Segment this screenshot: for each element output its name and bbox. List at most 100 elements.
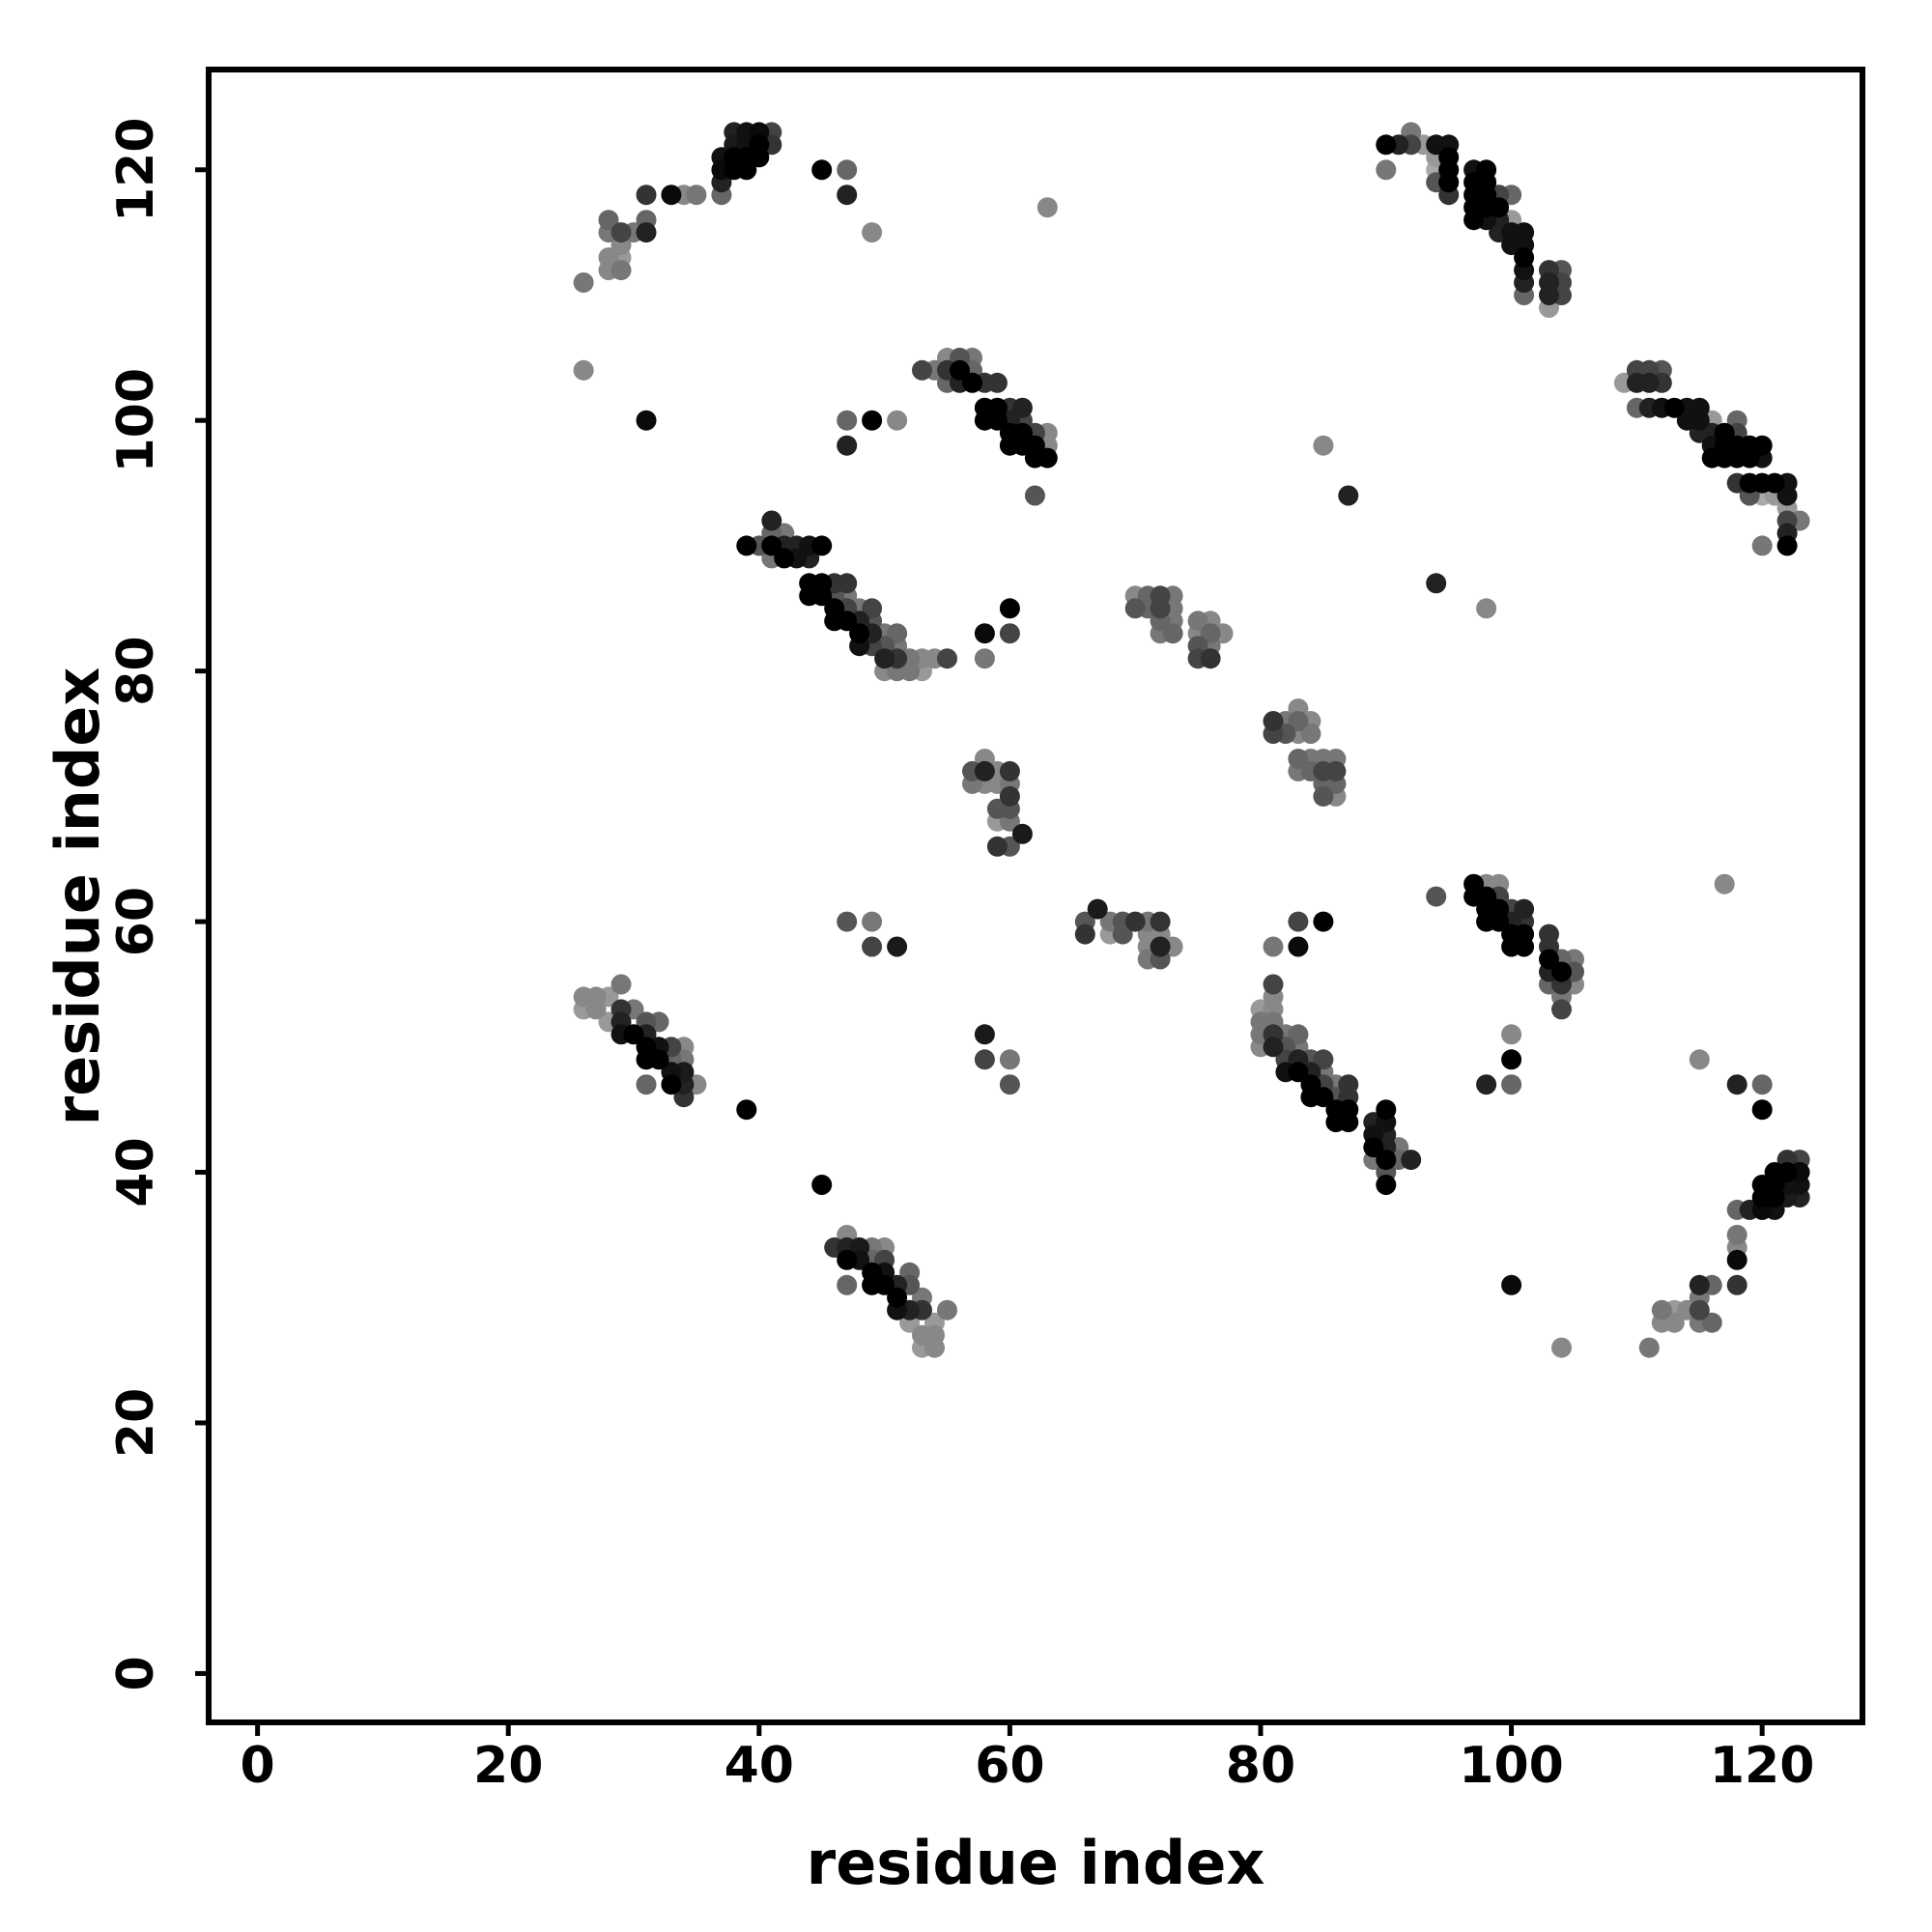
- data-point: [1376, 1175, 1397, 1195]
- data-point: [811, 585, 833, 607]
- data-point: [862, 598, 883, 619]
- y-tick-label: 40: [107, 1137, 165, 1207]
- data-point: [986, 410, 1008, 431]
- data-point: [736, 1099, 757, 1121]
- data-point: [661, 1074, 682, 1095]
- data-point: [1489, 197, 1510, 218]
- data-point: [837, 185, 858, 206]
- data-point: [1539, 923, 1559, 945]
- data-point: [837, 435, 858, 456]
- data-point: [1476, 598, 1497, 619]
- data-point: [761, 535, 782, 556]
- data-point: [1313, 435, 1334, 456]
- data-point: [862, 1262, 883, 1283]
- data-point: [598, 210, 619, 231]
- y-axis-tick-labels: 0 20 40 60 80 100 120: [107, 118, 165, 1691]
- data-point: [1376, 1099, 1397, 1121]
- x-tick-label: 120: [1710, 1737, 1815, 1795]
- data-point: [1150, 598, 1171, 619]
- data-point: [1037, 447, 1058, 469]
- data-point: [837, 1274, 858, 1295]
- data-point: [1501, 1274, 1522, 1295]
- data-point: [1263, 936, 1284, 957]
- data-point: [636, 410, 657, 431]
- data-point: [636, 1074, 657, 1095]
- data-point: [974, 1024, 995, 1045]
- data-point: [1124, 598, 1146, 619]
- data-point: [887, 623, 908, 644]
- data-point: [573, 359, 594, 381]
- data-point: [999, 760, 1020, 781]
- data-point: [849, 623, 870, 644]
- data-point: [1150, 936, 1171, 957]
- data-point: [974, 648, 995, 669]
- data-point: [636, 222, 657, 243]
- data-point: [999, 785, 1020, 807]
- x-tick-label: 40: [724, 1737, 794, 1795]
- data-point: [1300, 1074, 1321, 1095]
- data-point: [611, 974, 632, 995]
- data-point: [1087, 898, 1108, 920]
- data-point: [950, 359, 970, 381]
- data-point: [1663, 397, 1685, 418]
- data-point: [1037, 197, 1058, 218]
- data-point: [1501, 1074, 1522, 1095]
- data-point: [1288, 749, 1309, 769]
- data-point: [611, 222, 632, 243]
- data-point: [937, 648, 957, 669]
- data-point: [1313, 911, 1334, 932]
- data-point: [1024, 485, 1045, 506]
- data-point: [1338, 1074, 1359, 1095]
- data-point: [986, 372, 1008, 393]
- data-point: [974, 623, 995, 644]
- data-point: [887, 410, 908, 431]
- data-point: [862, 222, 883, 243]
- data-point: [862, 410, 883, 431]
- y-tick-label: 100: [107, 368, 165, 473]
- data-point: [1288, 911, 1309, 932]
- data-point: [1714, 422, 1735, 443]
- data-point: [1751, 535, 1773, 556]
- data-point: [1200, 623, 1221, 644]
- data-point: [1124, 911, 1146, 932]
- data-point: [862, 936, 883, 957]
- data-point: [1074, 923, 1095, 945]
- scatter-points-layer: [573, 122, 1810, 1358]
- data-point: [1426, 573, 1447, 594]
- data-point: [1288, 1024, 1309, 1045]
- data-point: [862, 911, 883, 932]
- data-point: [962, 372, 982, 393]
- data-point: [1376, 159, 1397, 181]
- data-point: [1313, 760, 1334, 781]
- data-point: [974, 760, 995, 781]
- data-point: [1463, 873, 1485, 895]
- data-point: [1701, 1312, 1722, 1333]
- data-point: [1250, 1011, 1271, 1033]
- data-point: [1263, 711, 1284, 731]
- x-axis-tick-labels: 0 20 40 60 80 100 120: [241, 1737, 1815, 1795]
- y-axis-title: residue index: [43, 668, 113, 1126]
- data-point: [837, 410, 858, 431]
- data-point: [1638, 1337, 1660, 1358]
- data-point: [974, 1049, 995, 1070]
- plot-border: [206, 67, 1865, 1725]
- data-point: [887, 1287, 908, 1308]
- x-tick-label: 20: [473, 1737, 543, 1795]
- data-point: [1726, 1224, 1747, 1245]
- data-point: [1325, 1099, 1347, 1121]
- data-point: [1651, 1299, 1672, 1321]
- data-point: [761, 510, 782, 531]
- data-point: [1726, 1249, 1747, 1270]
- data-point: [1501, 1024, 1522, 1045]
- data-point: [736, 535, 757, 556]
- data-point: [1187, 611, 1208, 632]
- data-point: [1313, 1049, 1334, 1070]
- data-point: [1551, 1337, 1572, 1358]
- data-point: [1663, 1312, 1685, 1333]
- data-point: [837, 611, 858, 632]
- y-tick-label: 0: [107, 1656, 165, 1690]
- data-point: [1626, 372, 1647, 393]
- data-point: [1514, 898, 1535, 920]
